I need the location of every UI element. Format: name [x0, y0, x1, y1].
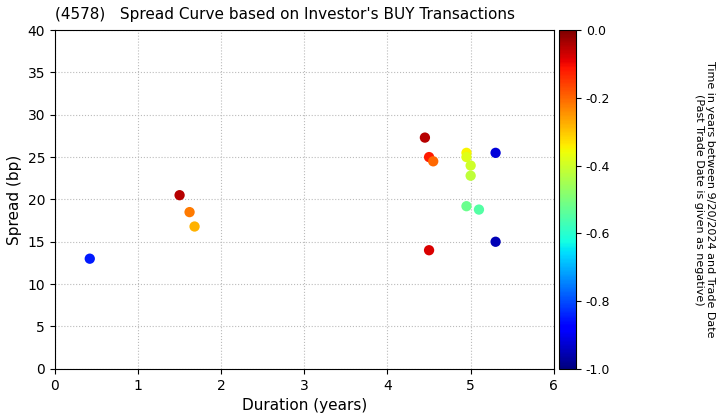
Point: [428, 158, 439, 165]
Y-axis label: Spread (bp): Spread (bp): [7, 154, 22, 244]
Point: [465, 172, 477, 179]
Point: [473, 206, 485, 213]
Point: [423, 154, 435, 160]
Point: [423, 247, 435, 254]
Text: (4578)   Spread Curve based on Investor's BUY Transactions: (4578) Spread Curve based on Investor's …: [55, 7, 515, 22]
X-axis label: Duration (years): Duration (years): [242, 398, 367, 413]
Point: [84, 255, 96, 262]
Point: [184, 209, 195, 215]
Point: [419, 134, 431, 141]
Point: [461, 150, 472, 156]
Point: [490, 150, 501, 156]
Point: [189, 223, 200, 230]
Point: [174, 192, 185, 199]
Point: [461, 154, 472, 160]
Point: [461, 203, 472, 210]
Point: [465, 162, 477, 169]
Point: [490, 239, 501, 245]
Y-axis label: Time in years between 9/20/2024 and Trade Date
(Past Trade Date is given as nega: Time in years between 9/20/2024 and Trad…: [693, 61, 715, 338]
